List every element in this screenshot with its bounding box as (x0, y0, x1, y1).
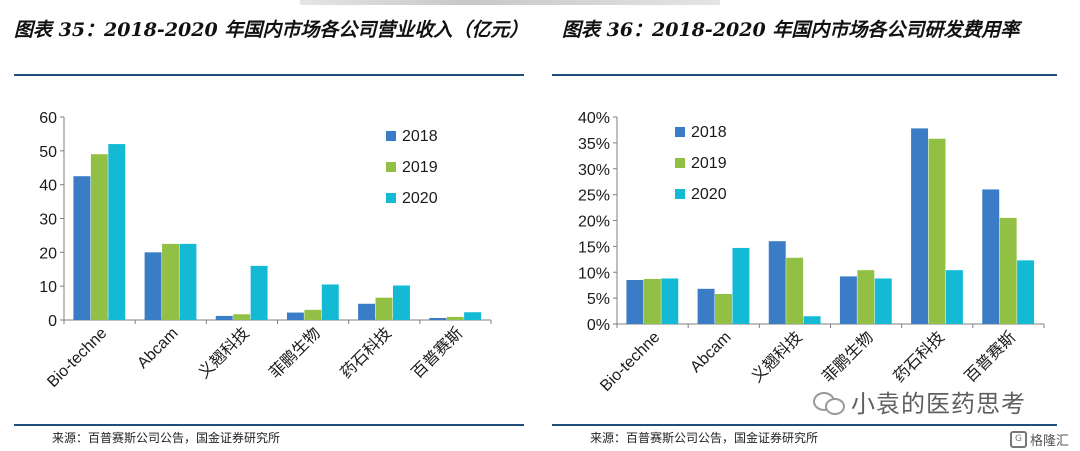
legend-label-2019: 2019 (691, 155, 727, 172)
right-title-rule (552, 74, 1057, 76)
bar-2019-2 (233, 314, 251, 320)
bar-2019-0 (643, 278, 661, 324)
gelonghui-logo-icon: G (1010, 431, 1027, 448)
x-category-label: 义翘科技 (748, 328, 806, 386)
bar-2020-2 (250, 265, 268, 320)
watermark: 小袁的医药思考 (813, 384, 1026, 419)
legend-label-2019: 2019 (402, 159, 438, 176)
y-tick-label: 50 (39, 144, 57, 161)
wechat-icon (813, 390, 845, 415)
corner-logo: G 格隆汇 (1010, 430, 1069, 449)
bar-2020-1 (732, 247, 750, 324)
x-category-label: Abcam (687, 329, 734, 376)
bar-2019-1 (715, 293, 732, 324)
x-category-label: 百普赛斯 (961, 327, 1020, 386)
bar-2019-0 (90, 154, 108, 320)
y-tick-label: 15% (578, 239, 610, 256)
left-title-rule (14, 74, 524, 76)
bar-2019-5 (999, 217, 1017, 324)
x-category-label: 菲鹏生物 (819, 328, 877, 386)
right-chart-title: 图表 36：2018-2020 年国内市场各公司研发费用率 (562, 19, 1020, 41)
left-source-rule (14, 424, 524, 426)
legend-swatch-2018 (675, 127, 685, 137)
bar-2018-1 (144, 252, 162, 320)
right-source-rule (552, 424, 1057, 426)
bar-2020-5 (1017, 260, 1035, 324)
bar-2019-5 (446, 316, 464, 320)
bar-2020-5 (464, 312, 482, 320)
bar-2018-3 (839, 276, 857, 324)
x-category-label: 药石科技 (890, 328, 948, 386)
legend-label-2018: 2018 (691, 124, 727, 141)
y-tick-label: 20% (578, 214, 610, 231)
bar-2018-1 (697, 288, 715, 324)
bar-2019-4 (928, 138, 946, 324)
bar-2020-1 (179, 243, 197, 321)
y-tick-label: 20 (39, 245, 57, 262)
bar-2018-0 (73, 176, 91, 320)
bar-2018-5 (982, 189, 1000, 324)
y-tick-label: 10% (578, 265, 610, 282)
bar-2018-5 (429, 317, 447, 320)
y-tick-label: 10 (39, 279, 57, 296)
bar-2019-3 (304, 309, 322, 320)
bar-2019-4 (375, 297, 393, 320)
y-tick-label: 5% (587, 291, 610, 308)
y-tick-label: 30 (39, 212, 57, 229)
y-tick-label: 60 (39, 110, 57, 127)
bar-2020-2 (803, 316, 821, 324)
x-category-label: Bio-techne (597, 329, 663, 395)
legend-label-2020: 2020 (691, 186, 727, 203)
y-tick-label: 40% (578, 110, 610, 127)
bar-2018-4 (358, 303, 376, 320)
legend-swatch-2020 (675, 189, 685, 199)
bar-2018-2 (768, 241, 786, 324)
bar-2020-0 (661, 278, 679, 324)
legend-label-2020: 2020 (402, 190, 438, 207)
bar-2018-3 (286, 312, 304, 320)
watermark-text: 小袁的医药思考 (851, 390, 1026, 418)
left-chart-title: 图表 35：2018-2020 年国内市场各公司营业收入（亿元） (14, 19, 529, 41)
y-tick-label: 0 (48, 313, 57, 330)
left-source-note: 来源：百普赛斯公司公告，国金证券研究所 (52, 431, 281, 445)
right-source-note: 来源：百普赛斯公司公告，国金证券研究所 (590, 431, 819, 445)
bar-2019-2 (786, 257, 804, 324)
y-tick-label: 30% (578, 162, 610, 179)
y-tick-label: 40 (39, 178, 57, 195)
y-tick-label: 25% (578, 188, 610, 205)
legend-swatch-2019 (386, 162, 396, 172)
legend-swatch-2020 (386, 193, 396, 203)
clipped-header-strip (0, 0, 1080, 7)
legend-label-2018: 2018 (402, 128, 438, 145)
bar-2018-0 (626, 280, 644, 324)
bar-2020-3 (874, 278, 892, 324)
bar-2019-3 (857, 270, 875, 324)
corner-logo-text: 格隆汇 (1030, 434, 1070, 449)
legend-swatch-2019 (675, 158, 685, 168)
bar-2020-4 (945, 270, 963, 324)
bar-2020-4 (392, 285, 410, 320)
chart-1-plot: 0% 5% 10% 15% 20% 25% 30% 35% 40% Bio-techne Abcam… (578, 110, 1045, 395)
legend-swatch-2018 (386, 131, 396, 141)
y-tick-label: 0% (587, 317, 610, 334)
bar-2019-1 (162, 243, 179, 321)
bar-2020-3 (321, 284, 339, 320)
bar-2018-4 (911, 128, 929, 324)
y-tick-label: 35% (578, 136, 610, 153)
bar-2018-2 (215, 315, 233, 320)
bar-2020-0 (108, 144, 126, 320)
